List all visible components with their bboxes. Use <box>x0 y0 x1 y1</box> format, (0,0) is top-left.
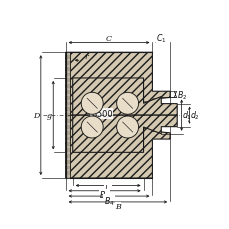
Circle shape <box>81 117 103 138</box>
Text: $d_2$: $d_2$ <box>189 109 199 122</box>
Text: $d_1$: $d_1$ <box>182 109 191 122</box>
Text: R500: R500 <box>91 109 112 118</box>
Text: $B_1$: $B_1$ <box>99 189 109 201</box>
Text: B: B <box>114 202 120 210</box>
Bar <box>65 53 70 178</box>
Text: $B_2$: $B_2$ <box>176 89 186 101</box>
Text: D: D <box>33 112 39 120</box>
Text: g: g <box>46 112 51 120</box>
Text: $C_1$: $C_1$ <box>155 32 166 45</box>
Circle shape <box>81 93 103 115</box>
Polygon shape <box>72 116 176 153</box>
Text: C: C <box>106 35 112 43</box>
Text: r: r <box>84 53 87 61</box>
Text: $B_4$: $B_4$ <box>103 194 114 207</box>
Polygon shape <box>65 53 169 116</box>
Polygon shape <box>72 79 176 116</box>
Text: $l_g$: $l_g$ <box>104 183 111 196</box>
Polygon shape <box>65 116 169 178</box>
Circle shape <box>116 93 138 115</box>
Circle shape <box>116 117 138 138</box>
